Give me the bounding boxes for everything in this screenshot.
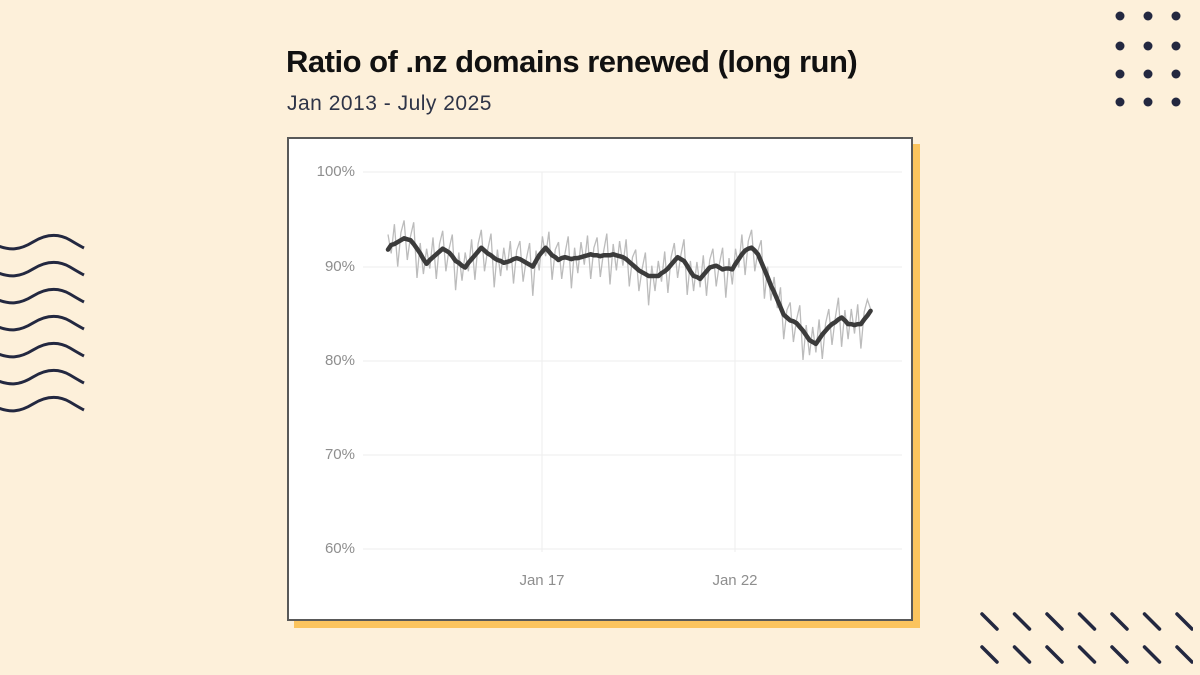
chart-card: 100% 90% 80% 70% 60% Jan 17 Jan 22 bbox=[287, 137, 913, 621]
page-subtitle: Jan 2013 - July 2025 bbox=[287, 92, 492, 115]
chart-svg bbox=[363, 171, 902, 552]
y-axis-tick-80: 80% bbox=[324, 352, 355, 369]
x-axis-tick-jan22: Jan 22 bbox=[712, 572, 758, 589]
monthly-ratio-line bbox=[387, 220, 872, 361]
x-axis-tick-jan17: Jan 17 bbox=[519, 572, 565, 589]
y-axis-tick-70: 70% bbox=[324, 446, 355, 463]
y-axis-tick-90: 90% bbox=[324, 258, 355, 275]
smoothed-trend-line bbox=[385, 236, 873, 347]
y-axis-tick-100: 100% bbox=[316, 163, 355, 180]
waves-pattern-decoration bbox=[0, 233, 85, 413]
chart-plot-area: 100% 90% 80% 70% 60% Jan 17 Jan 22 bbox=[289, 139, 911, 619]
page-title: Ratio of .nz domains renewed (long run) bbox=[286, 44, 858, 79]
slashes-pattern-decoration bbox=[980, 612, 1193, 664]
y-axis-tick-60: 60% bbox=[324, 540, 355, 557]
gridlines bbox=[363, 171, 902, 552]
dots-pattern-decoration bbox=[1115, 11, 1181, 107]
